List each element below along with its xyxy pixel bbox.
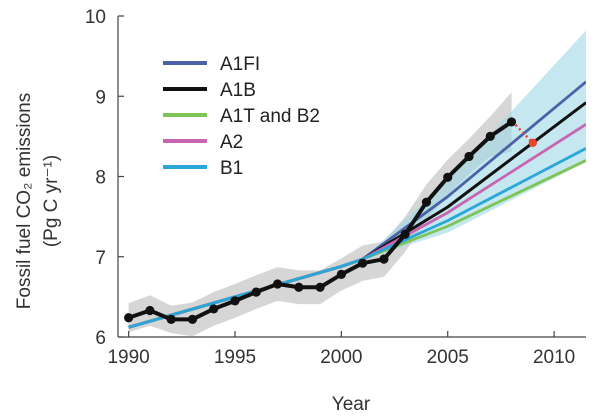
axes: [117, 15, 586, 338]
observed-point: [506, 117, 517, 127]
observed-point: [230, 296, 240, 306]
legend-label-a2: A2: [220, 132, 243, 153]
observed-point: [294, 282, 304, 292]
legend-label-a1t-and-b2: A1T and B2: [220, 106, 320, 127]
observed-point: [358, 258, 368, 268]
x-tick-label: 2005: [427, 347, 469, 368]
y-tick-label: 9: [95, 87, 106, 108]
observed-point: [272, 279, 283, 289]
x-axis-label: Year: [332, 394, 371, 415]
svg-text:Fossil fuel CO₂ emissions: Fossil fuel CO₂ emissions: [14, 93, 35, 309]
x-tick-label: 1995: [214, 347, 256, 368]
observed-point: [145, 305, 155, 316]
observed-point: [421, 197, 432, 207]
observed-point: [124, 313, 134, 323]
observed-point: [166, 314, 176, 324]
y-tick-label: 8: [95, 168, 106, 189]
observed-point: [464, 151, 474, 162]
observed-point: [379, 254, 389, 264]
legend-label-a1fi: A1FI: [220, 54, 260, 75]
observed-point: [485, 131, 495, 141]
y-axis-label-line-1: Fossil fuel CO₂ emissions: [14, 93, 35, 309]
observed-point: [209, 304, 219, 314]
y-axis-label: Fossil fuel CO₂ emissions (Pg C yr⁻¹): [14, 93, 62, 309]
tick-labels: 1990 1995 2000 2005 2010 6 7 8 9 10: [85, 7, 575, 368]
svg-text:(Pg C yr⁻¹): (Pg C yr⁻¹): [41, 155, 62, 247]
observed-point: [251, 287, 261, 297]
observed-point: [315, 282, 325, 292]
legend-label-a1b: A1B: [220, 80, 256, 101]
legend-label-b1: B1: [220, 158, 243, 179]
y-tick-label: 10: [85, 7, 106, 28]
plot-area: [124, 30, 586, 337]
x-tick-label: 1990: [107, 347, 149, 368]
observed-point: [336, 269, 346, 280]
legend: A1FI A1B A1T and B2 A2 B1: [163, 54, 320, 179]
x-tick-label: 2000: [320, 347, 362, 368]
y-tick-label: 6: [95, 328, 106, 349]
observed-point: [400, 229, 410, 239]
projection-point: [528, 138, 538, 147]
y-axis-label-line-2: (Pg C yr⁻¹): [41, 155, 62, 247]
x-tick-label: 2010: [533, 347, 575, 368]
observed-point: [187, 314, 198, 324]
observed-point: [443, 172, 453, 182]
y-tick-label: 7: [95, 248, 106, 269]
